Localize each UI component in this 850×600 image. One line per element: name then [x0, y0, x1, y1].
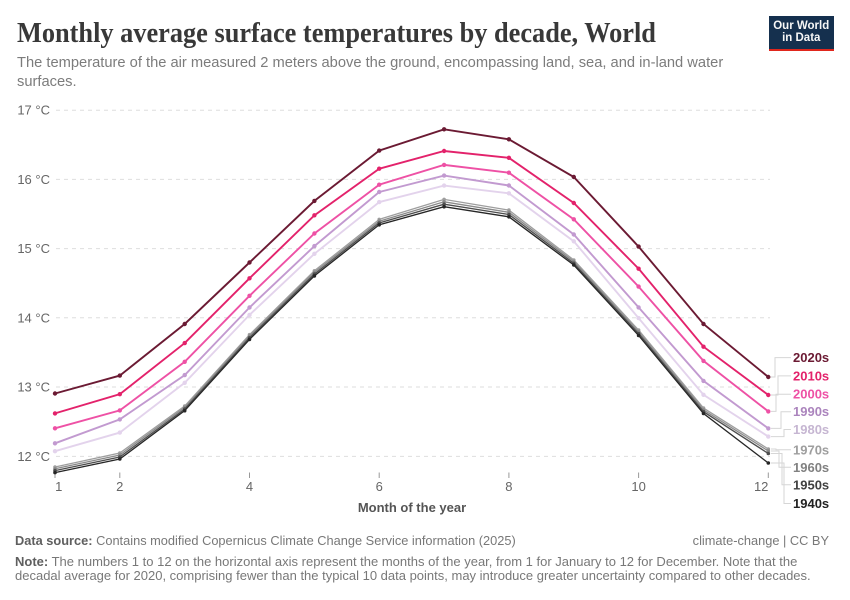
svg-text:4: 4	[246, 479, 253, 494]
svg-text:14 °C: 14 °C	[17, 310, 50, 325]
svg-text:12: 12	[754, 479, 768, 494]
svg-text:2000s: 2000s	[793, 387, 829, 402]
svg-text:1980s: 1980s	[793, 422, 829, 437]
svg-text:17 °C: 17 °C	[17, 103, 50, 118]
svg-text:8: 8	[505, 479, 512, 494]
svg-text:1: 1	[55, 479, 62, 494]
svg-text:2020s: 2020s	[793, 350, 829, 365]
svg-text:2: 2	[116, 479, 123, 494]
svg-text:2010s: 2010s	[793, 368, 829, 383]
svg-text:1960s: 1960s	[793, 460, 829, 475]
svg-text:15 °C: 15 °C	[17, 241, 50, 256]
svg-text:10: 10	[631, 479, 645, 494]
svg-text:13 °C: 13 °C	[17, 380, 50, 395]
svg-text:1950s: 1950s	[793, 477, 829, 492]
svg-text:16 °C: 16 °C	[17, 172, 50, 187]
svg-text:1970s: 1970s	[793, 442, 829, 457]
svg-text:6: 6	[376, 479, 383, 494]
svg-text:1990s: 1990s	[793, 404, 829, 419]
svg-text:12 °C: 12 °C	[17, 449, 50, 464]
svg-text:Month of the year: Month of the year	[358, 500, 466, 515]
svg-text:1940s: 1940s	[793, 496, 829, 511]
